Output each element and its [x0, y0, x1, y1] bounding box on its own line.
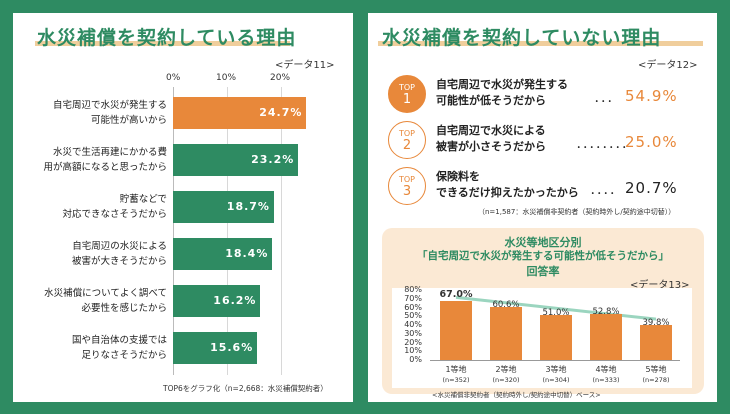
bar: [173, 238, 273, 270]
title-underline: [35, 41, 290, 46]
bar: [173, 285, 261, 317]
rank-percent: 25.0%: [625, 133, 678, 151]
district-category: 3等地: [545, 365, 567, 374]
title-underline: [378, 41, 703, 46]
category-label: 貯蓄などで 対応できなさそうだから: [62, 194, 167, 220]
category-label: 国や自治体の支援では 足りなさそうだから: [71, 335, 167, 361]
category-label: 水災補償についてよく調べて 必要性を感じたから: [44, 288, 167, 314]
trendline: [455, 295, 657, 321]
rank-badge: TOP 2: [388, 121, 426, 159]
rank-reason: 保険料を できるだけ抑えたかったから: [436, 170, 579, 199]
rank-reason: 自宅周辺で水災による 被害が小さそうだから: [436, 124, 546, 153]
data-tag: <データ11>: [275, 60, 335, 71]
axis-line: [173, 87, 174, 375]
rank-percent: 54.9%: [625, 87, 678, 105]
district-n-label: (n=304): [542, 376, 570, 384]
y-tick-label: 70%: [404, 293, 422, 303]
district-chart-box: 水災等地区分別 「自宅周辺で水災が発生する可能性が低そうだから」 回答率 <デー…: [382, 228, 704, 394]
left-title: 水災補償を契約している理由: [37, 27, 297, 49]
box-title-3: 回答率: [526, 265, 560, 278]
district-n-label: (n=352): [442, 376, 470, 384]
category-label: 自宅周辺で水災が発生する 可能性が高いから: [52, 100, 167, 126]
bar: [173, 144, 299, 176]
district-bar: [590, 313, 622, 360]
bar: [173, 332, 258, 364]
bar: [173, 191, 274, 223]
bar-value-label: 24.7%: [259, 106, 303, 119]
grid-line: [227, 87, 228, 375]
bar-value-label: 18.4%: [225, 247, 269, 260]
district-value-label: 52.8%: [592, 306, 620, 317]
district-value-label: 67.0%: [439, 289, 473, 301]
rank-reason: 自宅周辺で水災が発生する 可能性が低そうだから: [436, 78, 568, 107]
district-value-label: 39.8%: [642, 318, 670, 329]
y-tick-label: 50%: [404, 311, 422, 321]
district-category: 2等地: [495, 365, 517, 374]
y-tick-label: 80%: [404, 285, 422, 294]
data-tag: <データ12>: [638, 60, 698, 71]
district-bar: [490, 306, 522, 360]
y-tick-label: 0%: [409, 355, 422, 364]
contracted-reasons-panel: 水災補償を契約している理由 <データ11> 0% 10% 20% 自宅周辺で水災…: [13, 13, 353, 402]
leader-dots: ････: [590, 187, 616, 200]
rank-percent: 20.7%: [625, 179, 678, 197]
data-tag: <データ13>: [630, 280, 690, 291]
box-footnote: <水災補償非契約者（契約時外し/契約途中切替）ベース>: [432, 391, 601, 399]
bar-value-label: 15.6%: [210, 341, 254, 354]
right-note: （n=1,587：水災補償非契約者（契約時外し/契約途中切替））: [478, 208, 676, 216]
district-n-label: (n=278): [642, 376, 670, 384]
axis-tick: 20%: [270, 73, 291, 83]
y-tick-label: 10%: [404, 346, 422, 356]
district-category: 1等地: [445, 365, 467, 374]
district-category: 4等地: [595, 365, 617, 374]
district-value-label: 60.6%: [492, 299, 520, 310]
bar-value-label: 23.2%: [251, 153, 295, 166]
bar: [173, 97, 307, 129]
bar-value-label: 18.7%: [226, 200, 270, 213]
district-bar: [440, 301, 472, 360]
y-tick-label: 40%: [404, 320, 422, 329]
y-tick-label: 60%: [404, 302, 422, 312]
district-bar: [640, 325, 672, 360]
right-title: 水災補償を契約していない理由: [382, 27, 662, 49]
category-label: 自宅周辺の水災による 被害が大きそうだから: [71, 241, 167, 267]
not-contracted-reasons-panel: 水災補償を契約していない理由 <データ12> TOP 1 自宅周辺で水災が発生する可…: [368, 13, 717, 402]
district-value-label: 51.0%: [542, 308, 570, 319]
box-title-1: 水災等地区分別: [504, 236, 582, 249]
box-title-2: 「自宅周辺で水災が発生する可能性が低そうだから」: [417, 250, 669, 262]
rank-badge: TOP 3: [388, 167, 426, 205]
district-bar: [540, 315, 572, 360]
district-chart: 80% 70% 60% 50% 40% 30% 20% 10% 0% 67.0% 1等地 (n=352…: [392, 285, 692, 388]
district-category: 5等地: [645, 365, 667, 374]
axis-tick: 10%: [216, 73, 237, 83]
left-footnote: TOP6をグラフ化（n=2,668：水災補償契約者）: [163, 384, 328, 393]
y-tick-label: 20%: [404, 337, 422, 347]
category-label: 水災で生活再建にかかる費 用が高額になると思ったから: [43, 147, 167, 173]
leader-dots: ････････: [576, 141, 628, 154]
x-axis: [430, 360, 680, 361]
district-n-label: (n=320): [492, 376, 520, 384]
trend-line: [455, 295, 657, 321]
rank-badge: TOP 1: [388, 75, 426, 113]
district-n-label: (n=333): [592, 376, 620, 384]
bar-value-label: 16.2%: [213, 294, 257, 307]
leader-dots: ･･･: [594, 95, 614, 108]
axis-tick: 0%: [166, 73, 181, 83]
y-tick-label: 30%: [404, 328, 422, 338]
grid-line: [281, 87, 282, 375]
